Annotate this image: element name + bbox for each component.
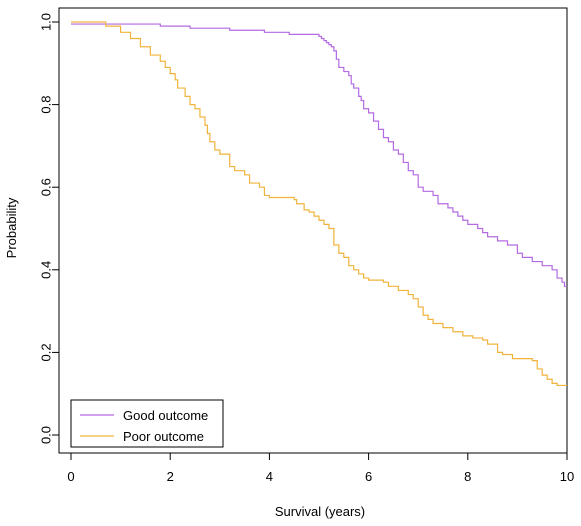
y-tick-label: 0.4 — [38, 261, 53, 279]
x-tick-label: 8 — [464, 469, 471, 484]
y-tick-label: 0.0 — [38, 426, 53, 444]
plot-frame — [58, 7, 568, 454]
legend-label-poor-outcome: Poor outcome — [123, 429, 204, 444]
series-line-poor-outcome — [71, 21, 567, 387]
y-axis: 0.0 0.2 0.4 0.6 0.8 1.0 — [38, 13, 60, 444]
x-axis-title: Survival (years) — [275, 504, 365, 519]
y-axis-title: Probability — [4, 197, 19, 258]
series-layer — [71, 21, 567, 387]
legend-label-good-outcome: Good outcome — [123, 408, 208, 423]
y-tick-label: 0.2 — [38, 343, 53, 361]
x-tick-label: 0 — [67, 469, 74, 484]
series-line-good-outcome — [71, 23, 567, 287]
legend-box — [70, 399, 224, 448]
x-axis: 0 2 4 6 8 10 — [67, 452, 574, 484]
x-tick-label: 2 — [167, 469, 174, 484]
legend: Good outcome Poor outcome — [70, 399, 224, 448]
x-tick-label: 6 — [365, 469, 372, 484]
y-tick-label: 0.8 — [38, 96, 53, 114]
y-tick-label: 0.6 — [38, 178, 53, 196]
y-tick-label: 1.0 — [38, 13, 53, 31]
x-tick-label: 10 — [560, 469, 574, 484]
x-tick-label: 4 — [266, 469, 273, 484]
